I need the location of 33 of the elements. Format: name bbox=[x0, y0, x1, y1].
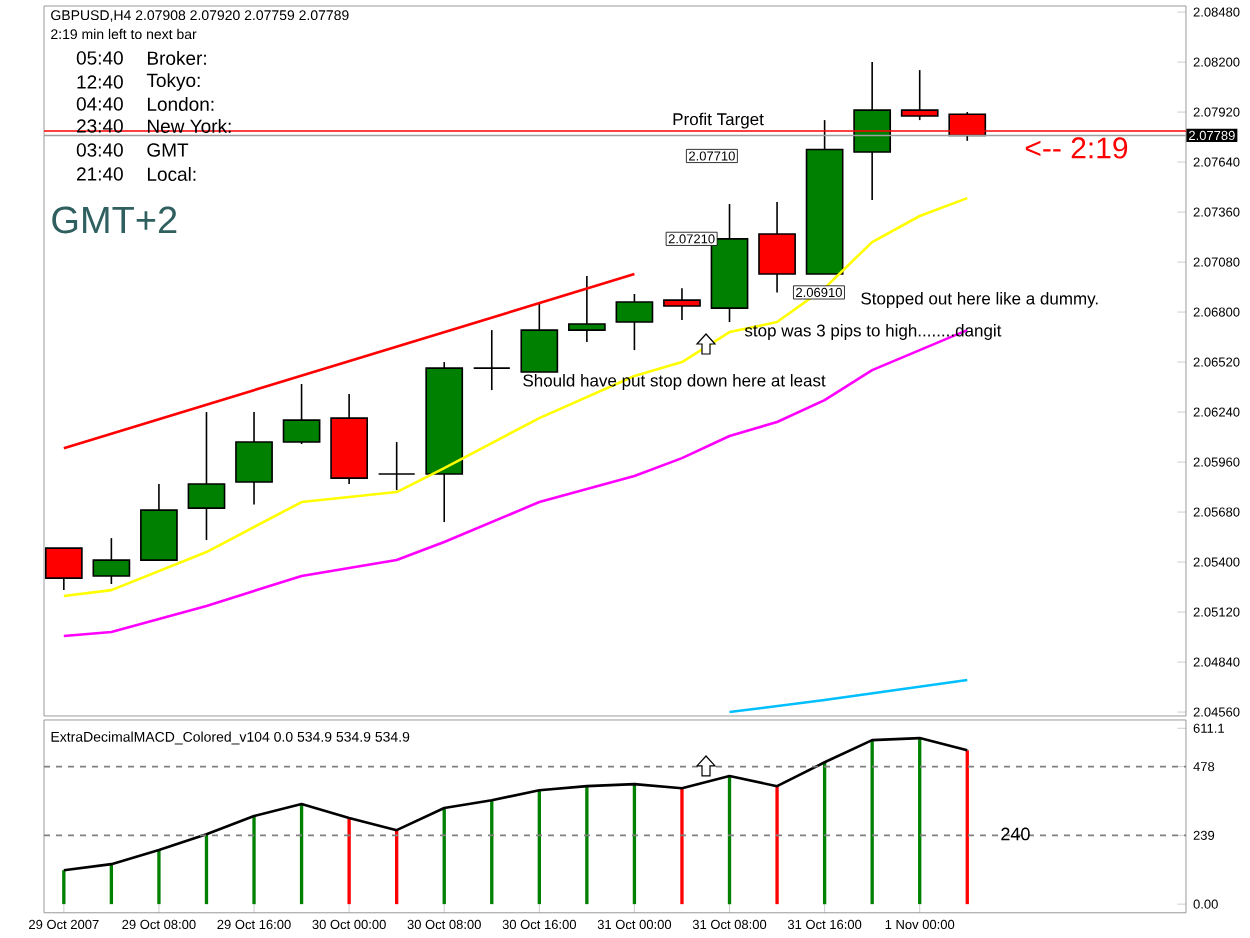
annotation: London: bbox=[147, 97, 214, 111]
annotation: Local: bbox=[147, 167, 196, 181]
annotation: 240 bbox=[1001, 827, 1030, 841]
annotation: 05:40 bbox=[76, 51, 123, 65]
annotation: GMT+2 bbox=[52, 206, 177, 234]
candlestick bbox=[853, 61, 892, 201]
annotation: Tokyo: bbox=[146, 73, 200, 91]
candlestick bbox=[520, 301, 559, 373]
annotation: GMT bbox=[147, 143, 189, 157]
annotation: 12:40 bbox=[77, 75, 123, 89]
candlestick bbox=[377, 441, 416, 491]
candlestick bbox=[44, 547, 83, 591]
candlestick bbox=[282, 383, 321, 445]
annotation: New York: bbox=[147, 119, 231, 133]
annotation: 03:40 bbox=[76, 143, 123, 157]
candlestick bbox=[235, 411, 273, 506]
candlestick bbox=[615, 293, 654, 351]
annotation: Should have put stop down here at least bbox=[523, 374, 826, 390]
candlestick bbox=[187, 411, 226, 541]
candlestick bbox=[900, 69, 939, 121]
annotation: 21:40 bbox=[77, 167, 123, 181]
annotation: stop was 3 pips to high........dangit bbox=[744, 324, 1002, 340]
candlestick bbox=[92, 537, 131, 585]
annotation: Stopped out here like a dummy. bbox=[861, 292, 1098, 308]
annotation: 04:40 bbox=[76, 97, 123, 111]
candlestick bbox=[663, 287, 701, 321]
candlestick bbox=[472, 329, 511, 391]
candlestick bbox=[758, 201, 796, 294]
annotation: Broker: bbox=[147, 51, 206, 65]
annotation: 23:40 bbox=[77, 119, 123, 133]
ref-line-label: Profit Target bbox=[673, 112, 764, 129]
candlestick bbox=[568, 275, 606, 343]
annotation: <-- 2:19 bbox=[1025, 137, 1128, 159]
